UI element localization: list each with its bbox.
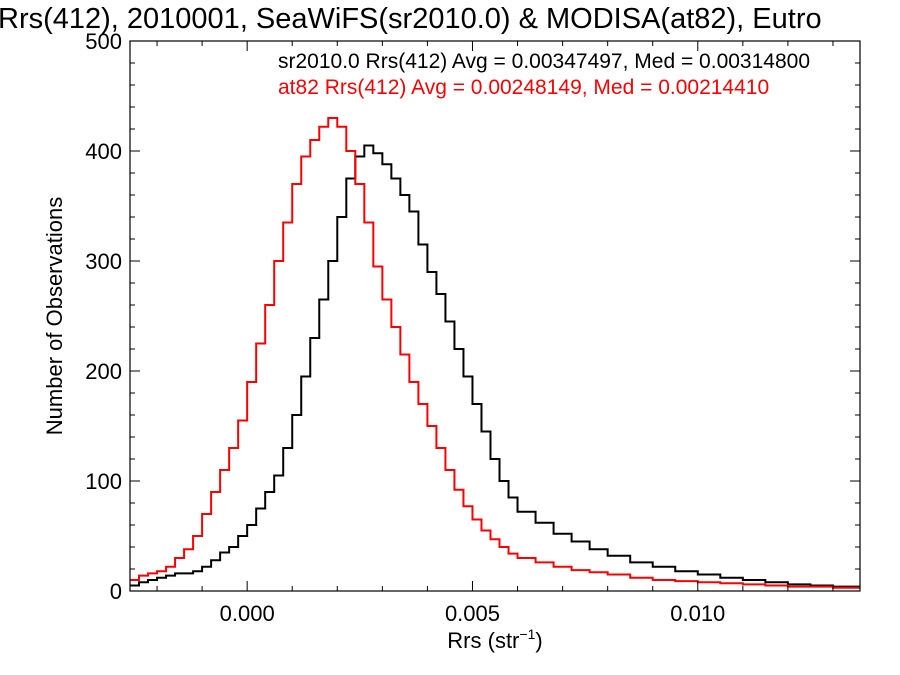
x-tick-label: 0.010 [670, 601, 725, 626]
y-axis: 0 100 200 300 400 500 [85, 29, 860, 604]
y-tick-label: 500 [85, 29, 122, 54]
y-tick-label: 400 [85, 139, 122, 164]
x-axis-label-end: ) [535, 628, 542, 653]
stats-annotation-1: at82 Rrs(412) Avg = 0.00248149, Med = 0.… [278, 76, 769, 99]
stats-annotations: sr2010.0 Rrs(412) Avg = 0.00347497, Med … [278, 50, 810, 99]
plot-frame [129, 40, 861, 592]
chart-title: Rrs(412), 2010001, SeaWiFS(sr2010.0) & M… [0, 3, 822, 35]
x-axis-label-main: Rrs (str [447, 628, 519, 653]
y-tick-label: 0 [110, 579, 122, 604]
x-tick-label: 0.005 [445, 601, 500, 626]
y-axis-label: Number of Observations [42, 197, 67, 435]
x-tick-label: 0.000 [220, 601, 275, 626]
y-tick-label: 300 [85, 249, 122, 274]
series-line-1 [130, 117, 860, 589]
series-line-0 [130, 144, 860, 588]
stats-annotation-0: sr2010.0 Rrs(412) Avg = 0.00347497, Med … [278, 50, 810, 73]
plot-area [129, 40, 861, 592]
y-tick-label: 200 [85, 359, 122, 384]
x-axis-label-superscript: −1 [519, 626, 535, 642]
x-axis-label: Rrs (str−1) [447, 626, 542, 653]
y-tick-label: 100 [85, 469, 122, 494]
series-layer [130, 117, 860, 589]
x-axis: 0.000 0.005 0.010 [156, 41, 834, 626]
